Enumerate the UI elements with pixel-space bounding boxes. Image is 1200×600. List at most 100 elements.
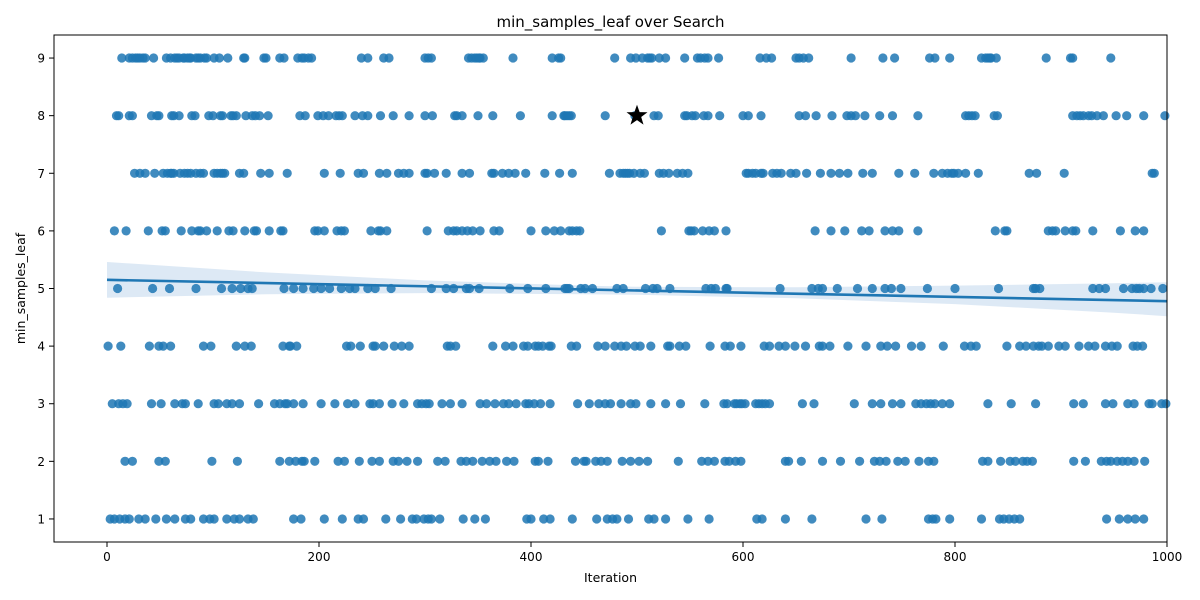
data-point xyxy=(370,341,380,351)
data-point xyxy=(114,111,124,121)
data-point xyxy=(976,514,987,524)
data-point xyxy=(575,226,585,236)
best-star-marker xyxy=(626,104,648,125)
data-point xyxy=(263,111,273,121)
data-point xyxy=(817,283,828,294)
data-point xyxy=(867,399,877,409)
data-point xyxy=(876,341,886,351)
data-point xyxy=(1069,399,1079,409)
data-point xyxy=(704,514,714,524)
data-point xyxy=(1060,341,1070,351)
data-point xyxy=(945,53,955,63)
data-point xyxy=(127,456,137,466)
data-point xyxy=(623,514,634,524)
data-point xyxy=(490,399,500,409)
data-point xyxy=(1090,341,1100,351)
data-point xyxy=(198,514,209,524)
data-point xyxy=(451,341,461,351)
data-point xyxy=(282,399,292,409)
data-point xyxy=(961,168,971,178)
data-point xyxy=(223,53,233,63)
data-point xyxy=(767,53,777,63)
data-point xyxy=(1027,456,1037,466)
data-point xyxy=(996,456,1006,466)
data-point xyxy=(523,341,533,351)
data-point xyxy=(336,283,346,294)
data-point xyxy=(449,283,459,294)
data-point xyxy=(510,168,520,178)
data-point xyxy=(1094,283,1104,294)
data-point xyxy=(1074,341,1084,351)
data-point xyxy=(835,456,846,466)
data-point xyxy=(404,341,414,351)
data-point xyxy=(1112,341,1122,351)
data-point xyxy=(541,226,551,236)
data-point xyxy=(241,111,251,121)
data-point xyxy=(893,456,903,466)
data-point xyxy=(217,111,228,121)
data-point xyxy=(1123,514,1133,524)
data-point xyxy=(774,341,784,351)
data-point xyxy=(330,399,340,409)
data-point xyxy=(703,111,713,121)
data-point xyxy=(593,341,603,351)
data-point xyxy=(333,456,343,466)
data-point xyxy=(187,226,197,236)
data-point xyxy=(198,168,209,178)
data-point xyxy=(426,53,436,63)
data-point xyxy=(811,111,821,121)
data-point xyxy=(494,226,504,236)
data-point xyxy=(202,53,212,63)
data-point xyxy=(511,399,521,409)
data-point xyxy=(1161,399,1171,409)
data-point xyxy=(1158,283,1168,294)
data-point xyxy=(1139,226,1149,236)
data-point xyxy=(222,514,232,524)
data-point xyxy=(103,341,113,351)
data-point xyxy=(1002,226,1012,236)
y-tick-label: 8 xyxy=(37,109,45,123)
data-point xyxy=(124,514,134,524)
data-point xyxy=(381,514,391,524)
data-point xyxy=(1031,399,1041,409)
data-point xyxy=(488,111,498,121)
data-point xyxy=(626,456,636,466)
y-tick-label: 5 xyxy=(37,282,45,296)
y-tick-label: 9 xyxy=(37,52,45,66)
data-point xyxy=(202,226,212,236)
data-point xyxy=(790,341,800,351)
data-point xyxy=(174,111,184,121)
data-point xyxy=(374,399,384,409)
data-point xyxy=(887,111,898,121)
data-point xyxy=(715,111,725,121)
data-point xyxy=(938,341,948,351)
data-point xyxy=(780,514,791,524)
data-point xyxy=(858,168,868,178)
data-point xyxy=(945,514,955,524)
data-point xyxy=(1069,456,1079,466)
data-point xyxy=(594,399,604,409)
data-point xyxy=(231,111,241,121)
data-point xyxy=(367,456,377,466)
x-tick-label: 800 xyxy=(944,550,967,564)
data-point xyxy=(880,283,890,294)
confidence-band-layer xyxy=(107,262,1167,317)
data-point xyxy=(1115,226,1125,236)
data-point xyxy=(140,514,150,524)
data-point xyxy=(1139,514,1149,524)
data-point xyxy=(1123,399,1133,409)
data-point xyxy=(827,111,837,121)
data-point xyxy=(422,226,432,236)
data-point xyxy=(815,168,826,178)
data-point xyxy=(867,283,877,294)
data-point xyxy=(900,456,910,466)
data-point xyxy=(656,226,667,236)
data-point xyxy=(363,53,373,63)
data-point xyxy=(945,399,955,409)
data-point xyxy=(1060,226,1070,236)
data-point xyxy=(1006,399,1016,409)
data-point xyxy=(724,456,734,466)
data-point xyxy=(567,514,577,524)
data-point xyxy=(875,456,885,466)
